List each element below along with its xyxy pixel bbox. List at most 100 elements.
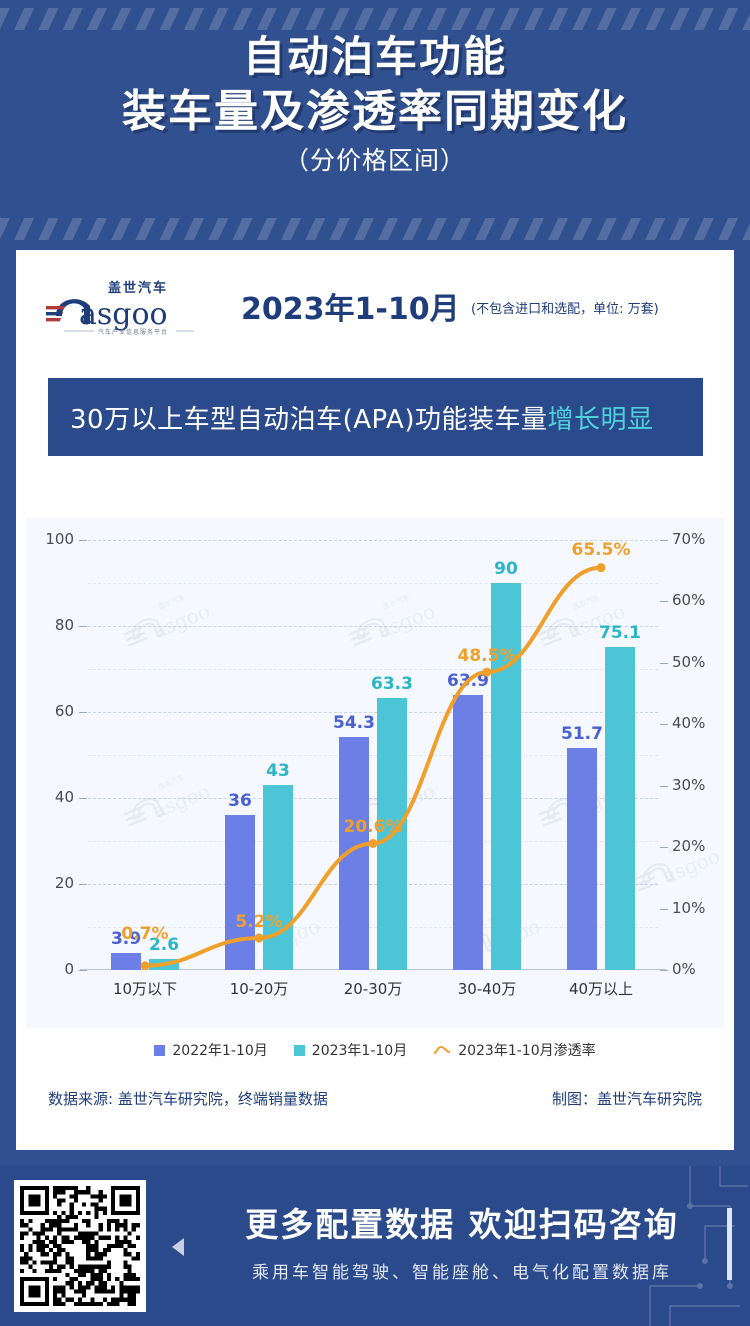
bar-2023[interactable] (263, 785, 293, 970)
page-title-line1: 自动泊车功能 (242, 32, 507, 81)
y-axis-tick-right: 10% (672, 898, 706, 917)
decorative-stripe-top (0, 8, 750, 30)
chart-legend: 2022年1-10月 2023年1-10月 2023年1-10月渗透率 (16, 1040, 734, 1060)
bar-value-label-2022: 54.3 (333, 712, 375, 733)
gridline (88, 540, 658, 541)
legend-item[interactable]: 2023年1-10月渗透率 (433, 1040, 596, 1060)
y-axis-tickmark-left (79, 884, 87, 885)
headline-main: 30万以上车型自动泊车(APA)功能装车量 (70, 404, 548, 435)
page-header: 自动泊车功能 装车量及渗透率同期变化 （分价格区间） (0, 30, 750, 182)
y-axis-tick-right: 50% (672, 652, 706, 671)
source-row: 数据来源: 盖世汽车研究院，终端销量数据 制图：盖世汽车研究院 (16, 1088, 734, 1118)
arrow-left-icon (172, 1238, 184, 1256)
svg-text:汽车产业信息服务平台: 汽车产业信息服务平台 (98, 328, 168, 336)
gridline (88, 884, 658, 885)
bar-2022[interactable] (111, 953, 141, 970)
headline-text: 30万以上车型自动泊车(APA)功能装车量增长明显 (48, 399, 653, 436)
logo-row: 盖世汽车 asgoo 汽车产业信息服务平台 2023年1-10月 (不包含进口和… (16, 262, 734, 340)
page-footer: 更多配置数据 欢迎扫码咨询 乘用车智能驾驶、智能座舱、电气化配置数据库 (0, 1166, 750, 1326)
y-axis-tickmark-right (660, 724, 668, 726)
y-axis-tick-left: 0 (64, 960, 74, 978)
bar-value-label-2023: 63.3 (371, 673, 413, 694)
bar-value-label-2022: 3.9 (110, 929, 142, 950)
y-axis-tickmark-right (660, 540, 668, 541)
date-note-label: (不包含进口和选配，单位: 万套) (471, 302, 659, 317)
bar-value-label-2023: 75.1 (599, 623, 641, 644)
legend-line-icon (433, 1045, 451, 1054)
bar-value-label-2022: 36 (228, 791, 252, 812)
footer-subline: 乘用车智能驾驶、智能座舱、电气化配置数据库 (252, 1263, 672, 1283)
content-card: 盖世汽车 asgoo 汽车产业信息服务平台 2023年1-10月 (不包含进口和… (16, 250, 734, 1150)
gasgoo-logo: 盖世汽车 asgoo 汽车产业信息服务平台 (46, 278, 196, 338)
line-value-label: 0.7% (121, 923, 169, 944)
legend-label: 2022年1-10月 (172, 1043, 268, 1059)
legend-label: 2023年1-10月 (311, 1043, 408, 1059)
gridline-minor (88, 669, 658, 670)
data-source-label: 数据来源: 盖世汽车研究院，终端销量数据 (48, 1090, 328, 1108)
gridline (88, 798, 658, 799)
footer-headline: 更多配置数据 欢迎扫码咨询 (245, 1205, 679, 1244)
footer-accent-bar (727, 1208, 732, 1280)
x-axis-category-label: 30-40万 (457, 980, 517, 998)
svg-text:盖世汽车: 盖世汽车 (108, 280, 168, 296)
y-axis-tick-right: 70% (672, 530, 706, 548)
y-axis-tickmark-right (660, 662, 668, 664)
chart-plot-area: 0 20 40 60 80 100 0% 10% 20% 30% 40% 50% 60% 70% asgoo… (45, 530, 723, 998)
y-axis-tickmark-left (79, 712, 87, 713)
legend-item[interactable]: 2023年1-10月 (293, 1040, 408, 1060)
bar-2022[interactable] (225, 815, 255, 970)
page-subtitle: （分价格区间） (283, 146, 466, 175)
line-value-label: 65.5% (571, 539, 631, 560)
line-value-label: 20.6% (343, 817, 403, 838)
gridline-minor (88, 927, 658, 928)
bar-value-label-2023: 2.6 (148, 934, 180, 955)
headline-banner: 30万以上车型自动泊车(APA)功能装车量增长明显 (48, 378, 703, 456)
x-axis-line (80, 969, 666, 970)
y-axis-tickmark-left (79, 798, 87, 799)
y-axis-tickmark-right (660, 601, 668, 603)
gridline (88, 626, 658, 627)
legend-swatch-icon (154, 1044, 166, 1056)
chart-container: 0 20 40 60 80 100 0% 10% 20% 30% 40% 50% 60% 70% asgoo… (26, 518, 724, 1028)
y-axis-tick-right: 60% (672, 591, 706, 610)
y-axis-tickmark-right (660, 970, 668, 971)
legend-item[interactable]: 2022年1-10月 (154, 1040, 268, 1060)
y-axis-tick-right: 20% (672, 837, 706, 856)
gridline (88, 712, 658, 713)
bar-value-label-2023: 90 (494, 559, 518, 579)
gridline-minor (88, 755, 658, 756)
legend-swatch-icon (293, 1044, 305, 1056)
line-value-label: 48.5% (457, 646, 517, 667)
legend-label: 2023年1-10月渗透率 (458, 1043, 596, 1059)
x-axis-category-label: 10-20万 (229, 980, 289, 998)
bar-2022[interactable] (453, 695, 483, 970)
x-axis-category-label: 40万以上 (568, 980, 634, 998)
y-axis-tick-right: 0% (672, 960, 696, 978)
y-axis-tickmark-right (660, 847, 668, 849)
y-axis-tickmark-right (660, 908, 668, 910)
bar-value-label-2022: 51.7 (561, 723, 603, 744)
line-value-label: 5.2% (235, 912, 283, 933)
y-axis-tick-right: 40% (672, 714, 706, 733)
bar-2022[interactable] (567, 747, 597, 970)
circuit-decoration (649, 1166, 748, 1326)
bar-2023[interactable] (605, 647, 635, 970)
x-axis-category-label: 20-30万 (343, 980, 403, 998)
bar-value-label-2023: 43 (266, 761, 290, 782)
y-axis-tickmark-left (79, 540, 87, 541)
x-axis-category-label: 10万以下 (112, 980, 178, 998)
qr-code[interactable] (14, 1180, 146, 1312)
y-axis-tickmark-left (79, 626, 87, 627)
y-axis-tick-left: 40 (54, 788, 74, 806)
penetration-rate-line (140, 563, 606, 970)
decorative-stripe-bottom (0, 218, 750, 240)
date-range-label: 2023年1-10月 (241, 292, 460, 327)
y-axis-tick-left: 20 (54, 874, 74, 892)
bar-2023[interactable] (491, 583, 521, 970)
chart-credit-label: 制图：盖世汽车研究院 (551, 1090, 702, 1108)
y-axis-tick-left: 100 (45, 530, 74, 548)
headline-highlight: 增长明显 (547, 404, 654, 435)
y-axis-tickmark-right (660, 785, 668, 787)
y-axis-tick-left: 60 (54, 702, 74, 720)
